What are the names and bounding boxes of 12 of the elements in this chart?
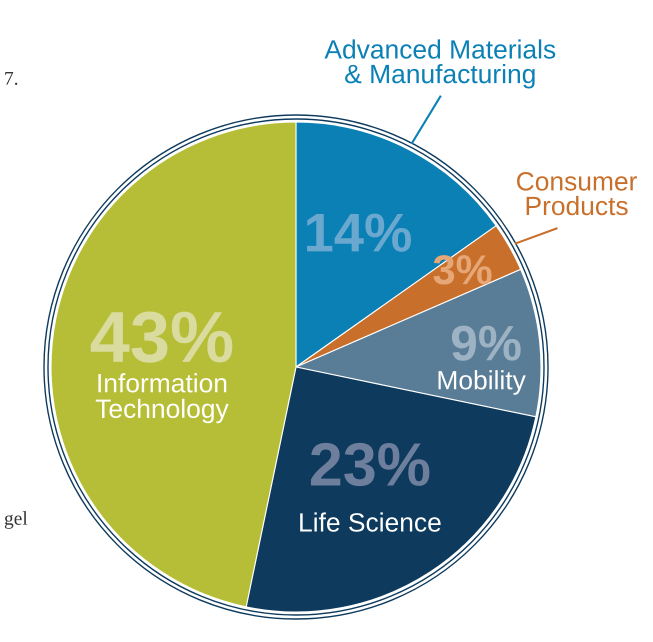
data-label: 3% xyxy=(433,255,492,285)
slice-label: Mobility xyxy=(438,370,526,395)
slice-label: Life Science xyxy=(300,512,441,532)
data-label: 23% xyxy=(310,442,430,486)
data-label: 43% xyxy=(90,311,232,363)
text: 7. xyxy=(5,72,18,85)
slice-label: Advanced Materials & Manufacturing xyxy=(324,39,556,89)
data-label: 9% xyxy=(452,326,521,361)
slice-label: Information Technology xyxy=(96,373,229,424)
data-label: 14% xyxy=(307,214,411,252)
text: gel xyxy=(4,511,28,529)
slice-label: Consumer Products xyxy=(517,172,637,216)
